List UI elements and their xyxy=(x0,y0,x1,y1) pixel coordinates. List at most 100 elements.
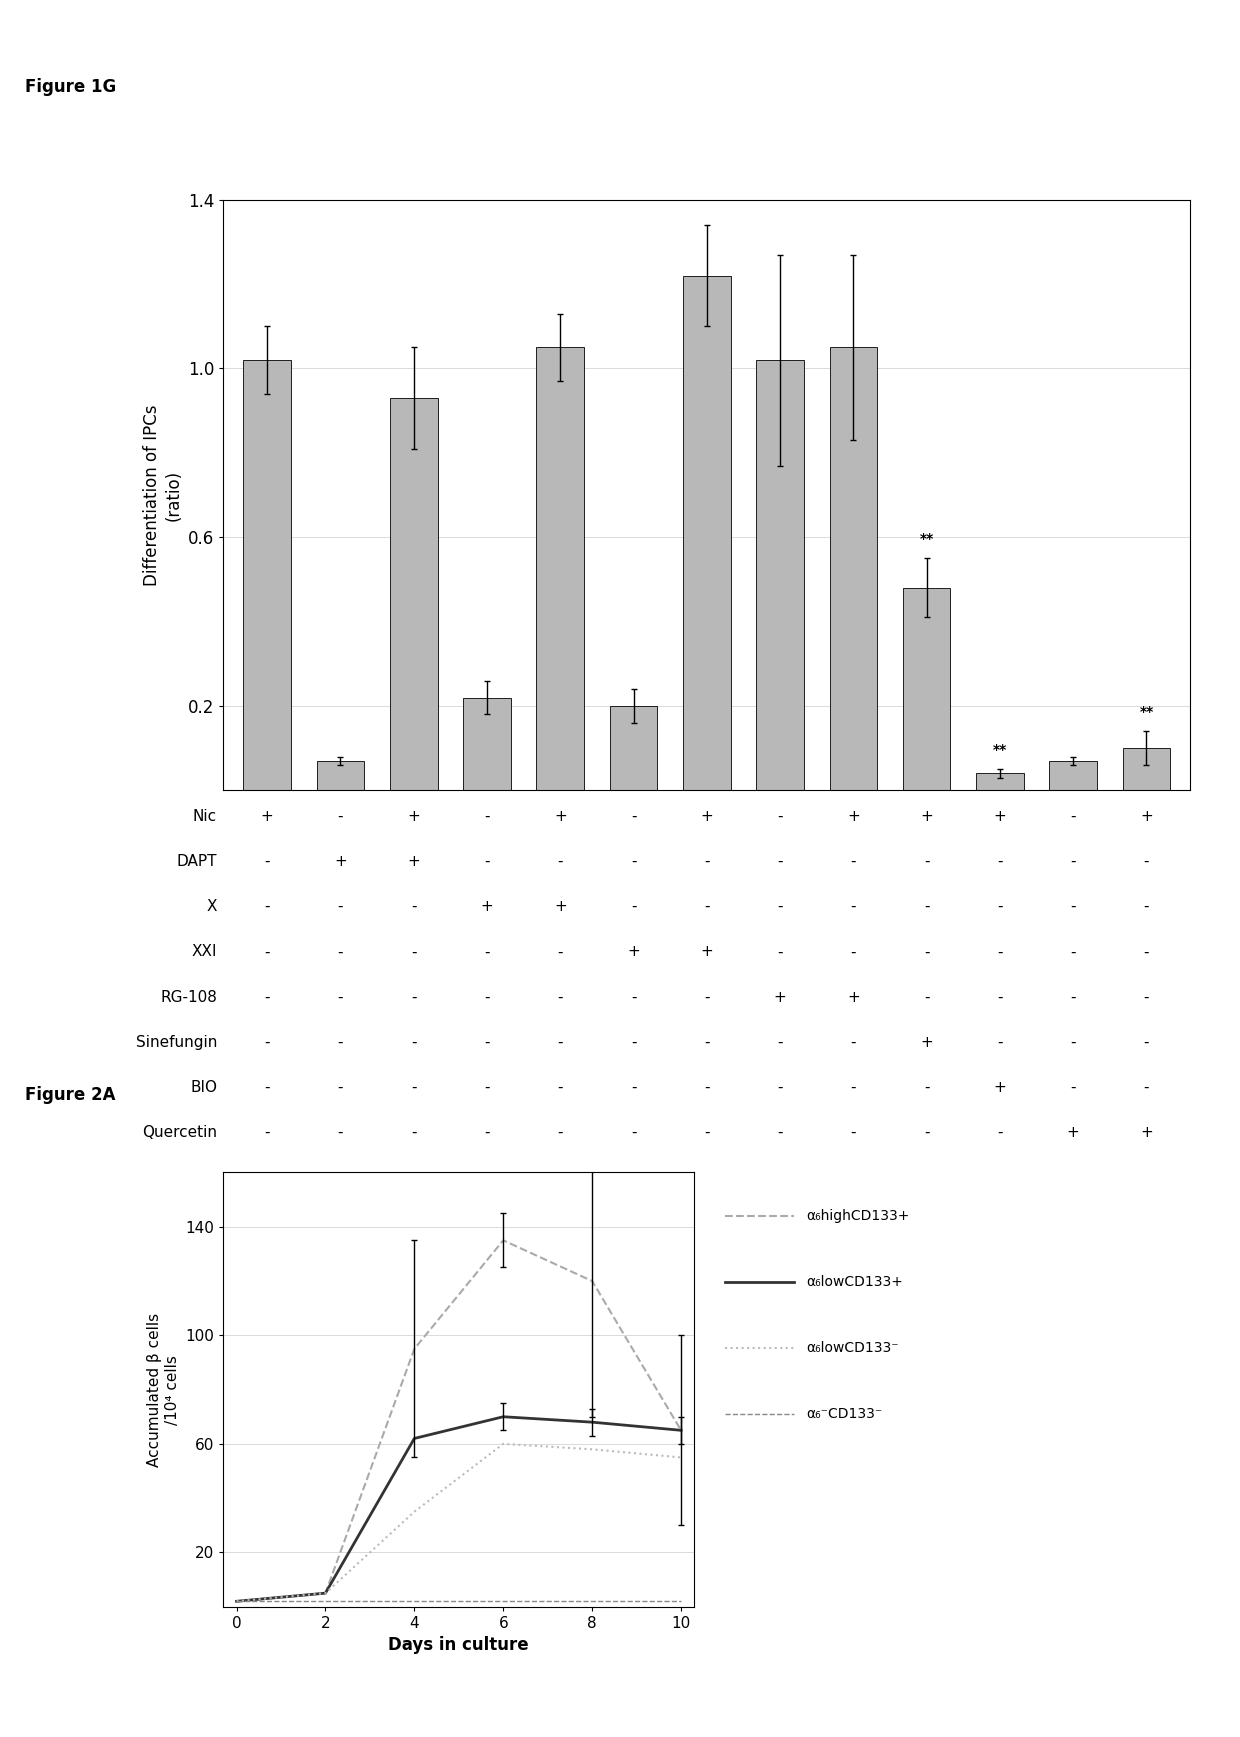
Text: -: - xyxy=(485,1080,490,1094)
Bar xyxy=(464,698,511,790)
Text: +: + xyxy=(920,809,932,823)
Text: -: - xyxy=(264,900,270,914)
Text: Figure 1G: Figure 1G xyxy=(25,78,117,96)
Text: -: - xyxy=(1070,1080,1076,1094)
Text: -: - xyxy=(410,945,417,959)
Text: -: - xyxy=(410,1080,417,1094)
Text: -: - xyxy=(997,990,1003,1004)
Text: -: - xyxy=(264,1080,270,1094)
Bar xyxy=(1049,761,1097,790)
Text: -: - xyxy=(777,1080,782,1094)
Text: -: - xyxy=(777,900,782,914)
Text: -: - xyxy=(1070,900,1076,914)
Y-axis label: Accumulated β cells
/10⁴ cells: Accumulated β cells /10⁴ cells xyxy=(148,1313,180,1466)
Text: -: - xyxy=(337,1126,343,1139)
Text: +: + xyxy=(701,809,713,823)
Text: X: X xyxy=(207,900,217,914)
Text: +: + xyxy=(847,809,859,823)
Text: -: - xyxy=(851,945,856,959)
Text: +: + xyxy=(993,809,1007,823)
Text: Sinefungin: Sinefungin xyxy=(135,1035,217,1049)
Text: -: - xyxy=(1143,1035,1149,1049)
Text: -: - xyxy=(485,990,490,1004)
Text: -: - xyxy=(485,945,490,959)
Text: -: - xyxy=(410,1126,417,1139)
Text: -: - xyxy=(704,855,709,868)
Text: -: - xyxy=(410,900,417,914)
Text: -: - xyxy=(997,945,1003,959)
Text: -: - xyxy=(485,809,490,823)
Text: +: + xyxy=(847,990,859,1004)
Text: -: - xyxy=(337,1080,343,1094)
Text: RG-108: RG-108 xyxy=(160,990,217,1004)
Text: +: + xyxy=(920,1035,932,1049)
Text: -: - xyxy=(631,900,636,914)
Text: -: - xyxy=(264,1126,270,1139)
Text: -: - xyxy=(924,855,929,868)
Text: α₆⁻CD133⁻: α₆⁻CD133⁻ xyxy=(806,1407,882,1421)
Text: -: - xyxy=(337,900,343,914)
Text: -: - xyxy=(851,1126,856,1139)
Text: -: - xyxy=(558,945,563,959)
Text: +: + xyxy=(1066,1126,1080,1139)
Text: -: - xyxy=(264,1035,270,1049)
Text: **: ** xyxy=(993,743,1007,757)
Text: BIO: BIO xyxy=(190,1080,217,1094)
Text: +: + xyxy=(334,855,347,868)
Text: -: - xyxy=(851,1035,856,1049)
Text: -: - xyxy=(631,809,636,823)
Text: -: - xyxy=(924,900,929,914)
Text: -: - xyxy=(777,945,782,959)
Text: +: + xyxy=(627,945,640,959)
Text: -: - xyxy=(631,1035,636,1049)
Text: α₆lowCD133+: α₆lowCD133+ xyxy=(806,1275,903,1289)
Text: -: - xyxy=(704,990,709,1004)
Text: -: - xyxy=(264,990,270,1004)
Text: α₆lowCD133⁻: α₆lowCD133⁻ xyxy=(806,1341,899,1355)
Bar xyxy=(537,347,584,790)
Text: -: - xyxy=(1143,990,1149,1004)
Text: +: + xyxy=(1140,1126,1153,1139)
Text: -: - xyxy=(777,1035,782,1049)
Text: -: - xyxy=(851,900,856,914)
Bar xyxy=(316,761,365,790)
Text: -: - xyxy=(410,990,417,1004)
Text: **: ** xyxy=(1140,705,1153,719)
Text: -: - xyxy=(1070,809,1076,823)
Text: -: - xyxy=(777,809,782,823)
Text: -: - xyxy=(264,855,270,868)
Bar xyxy=(610,705,657,790)
Bar xyxy=(756,360,804,790)
Text: -: - xyxy=(1070,855,1076,868)
Text: -: - xyxy=(1070,945,1076,959)
Text: -: - xyxy=(704,1126,709,1139)
Text: +: + xyxy=(993,1080,1007,1094)
Bar xyxy=(903,587,950,790)
Text: -: - xyxy=(264,945,270,959)
Y-axis label: Differentiation of IPCs
(ratio): Differentiation of IPCs (ratio) xyxy=(144,405,182,585)
Text: -: - xyxy=(997,900,1003,914)
Text: -: - xyxy=(851,855,856,868)
Text: +: + xyxy=(407,855,420,868)
Text: -: - xyxy=(631,990,636,1004)
Text: α₆highCD133+: α₆highCD133+ xyxy=(806,1209,909,1223)
Text: -: - xyxy=(924,1126,929,1139)
Text: -: - xyxy=(924,945,929,959)
Bar xyxy=(976,773,1024,790)
Text: -: - xyxy=(337,945,343,959)
Text: -: - xyxy=(631,855,636,868)
Text: +: + xyxy=(554,809,567,823)
Text: +: + xyxy=(554,900,567,914)
Text: -: - xyxy=(1143,1080,1149,1094)
Text: -: - xyxy=(1070,990,1076,1004)
Text: -: - xyxy=(558,1080,563,1094)
Text: +: + xyxy=(260,809,274,823)
Text: -: - xyxy=(1070,1035,1076,1049)
Text: -: - xyxy=(558,1126,563,1139)
Text: -: - xyxy=(337,990,343,1004)
Text: -: - xyxy=(558,990,563,1004)
Text: -: - xyxy=(704,1080,709,1094)
Text: -: - xyxy=(997,855,1003,868)
Text: -: - xyxy=(485,1035,490,1049)
Text: +: + xyxy=(407,809,420,823)
